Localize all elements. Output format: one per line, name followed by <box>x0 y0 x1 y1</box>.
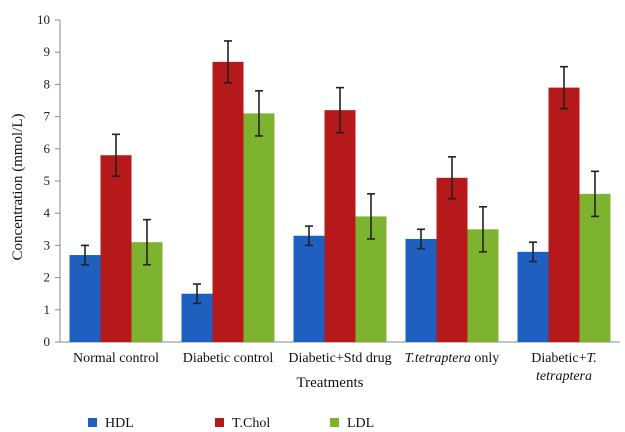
error-bar <box>112 133 120 177</box>
x-category-label: Diabetic+Std drug <box>288 351 391 366</box>
legend: HDL T.Chol LDL <box>88 416 374 431</box>
error-bar <box>560 65 568 110</box>
x-category-label: Diabetic control <box>183 351 274 366</box>
error-bar <box>448 156 456 200</box>
error-bar <box>479 205 487 253</box>
legend-swatch <box>215 418 224 427</box>
legend-label: HDL <box>105 416 134 431</box>
y-tick-label: 2 <box>44 270 51 285</box>
error-bar <box>591 170 599 218</box>
bars <box>69 40 611 343</box>
bar-hdl <box>69 255 101 342</box>
bar-t-chol <box>548 87 580 343</box>
y-tick-label: 10 <box>37 12 50 27</box>
y-tick-label: 1 <box>44 302 51 317</box>
bar-hdl <box>405 238 437 342</box>
bar-hdl <box>293 235 325 342</box>
x-category-label: T.tetraptera only <box>405 351 500 366</box>
bar-t-chol <box>100 155 132 342</box>
bar-ldl <box>579 193 611 342</box>
bar-hdl <box>517 251 549 342</box>
x-category-label: Normal control <box>73 351 159 366</box>
error-bar <box>224 40 232 84</box>
y-tick-label: 9 <box>44 44 51 59</box>
legend-item: HDL <box>88 416 134 431</box>
y-axis-title: Concentration (mmol/L) <box>10 113 26 260</box>
bar-t-chol <box>436 177 468 342</box>
category-labels: Normal control Diabetic control Diabetic+S… <box>73 351 597 384</box>
error-bar <box>417 228 425 250</box>
x-category-label: Diabetic+T. <box>531 351 597 366</box>
y-axis-ticks: 0 1 2 3 4 5 6 7 8 9 10 <box>37 12 60 349</box>
legend-item: T.Chol <box>215 416 270 431</box>
legend-label: LDL <box>347 416 374 431</box>
error-bar <box>305 225 313 247</box>
bar-t-chol <box>324 110 356 342</box>
bar-ldl <box>243 113 275 342</box>
y-tick-label: 7 <box>44 109 51 124</box>
bar-t-chol <box>212 61 244 343</box>
y-tick-label: 4 <box>44 205 51 220</box>
x-category-label: tetraptera <box>536 369 592 384</box>
error-bar <box>143 218 151 266</box>
y-tick-label: 8 <box>44 76 51 91</box>
error-bar <box>255 90 263 137</box>
y-tick-label: 3 <box>44 237 51 252</box>
legend-label: T.Chol <box>232 416 270 431</box>
y-tick-label: 6 <box>44 141 51 156</box>
error-bar <box>81 244 89 266</box>
legend-swatch <box>88 418 97 427</box>
legend-item: LDL <box>330 416 374 431</box>
y-tick-label: 5 <box>44 173 51 188</box>
y-tick-label: 0 <box>44 334 51 349</box>
error-bar <box>336 86 344 134</box>
x-axis-title: Treatments <box>297 375 364 391</box>
error-bar <box>193 283 201 305</box>
error-bar <box>529 241 537 263</box>
error-bar <box>367 193 375 240</box>
legend-swatch <box>330 418 339 427</box>
